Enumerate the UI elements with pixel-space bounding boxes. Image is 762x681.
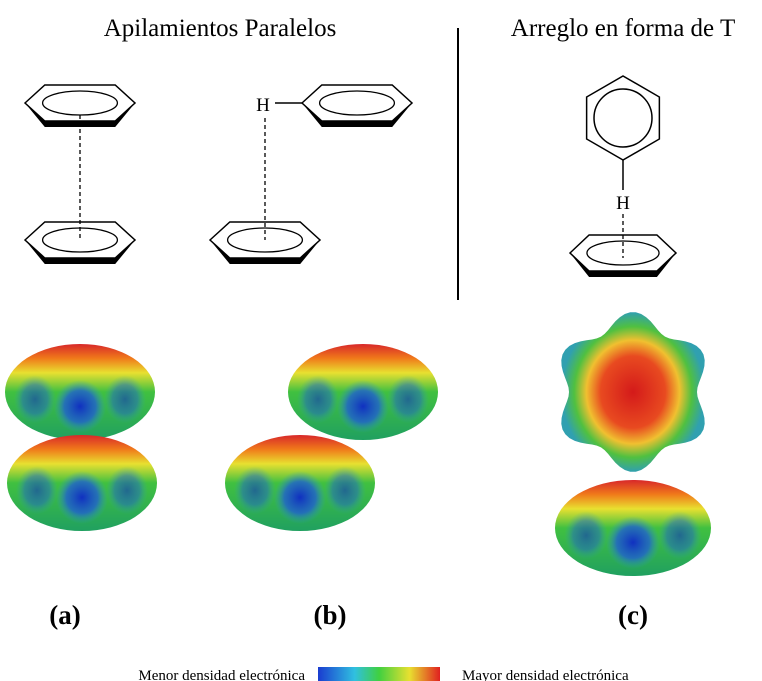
panel-label: (b) — [314, 600, 347, 630]
potential-low — [14, 375, 56, 423]
potential-low — [387, 375, 429, 423]
potential-surface — [561, 312, 704, 472]
color-bar — [318, 667, 440, 681]
potential-low — [104, 375, 146, 423]
potential-low — [274, 471, 327, 524]
right-title: Arreglo en forma de T — [511, 15, 735, 42]
panel-label: (c) — [618, 600, 648, 630]
potential-low — [324, 466, 366, 514]
potential-low — [658, 511, 702, 559]
figure: Apilamientos Paralelos Arreglo en forma … — [0, 0, 762, 681]
potential-low — [234, 466, 276, 514]
potential-low — [606, 516, 661, 569]
structures — [5, 76, 711, 576]
hydrogen-label: H — [256, 95, 270, 116]
potential-low — [564, 511, 608, 559]
legend-high: Mayor densidad electrónica — [462, 668, 629, 681]
potential-low — [54, 380, 107, 433]
potential-low — [16, 466, 58, 514]
legend-low: Menor densidad electrónica — [138, 668, 305, 681]
panel-label: (a) — [49, 600, 80, 630]
left-title: Apilamientos Paralelos — [104, 15, 337, 42]
hydrogen-label: H — [616, 193, 630, 214]
potential-low — [337, 380, 390, 433]
potential-low — [297, 375, 339, 423]
potential-low — [56, 471, 109, 524]
potential-low — [106, 466, 148, 514]
